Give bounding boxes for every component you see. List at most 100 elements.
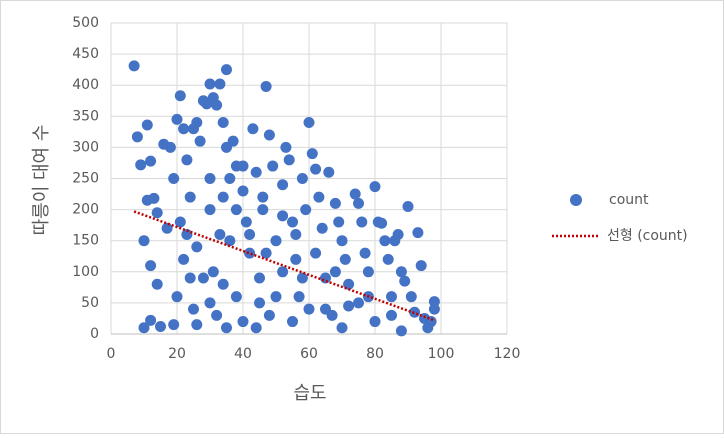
- point: [329, 197, 341, 209]
- point: [382, 253, 394, 265]
- point: [270, 291, 282, 303]
- point: [191, 241, 203, 253]
- y-axis-label: 따릉이 대여 수: [31, 125, 52, 236]
- x-tick-label: 40: [234, 346, 252, 362]
- point: [320, 272, 331, 284]
- point: [277, 179, 289, 191]
- legend-label: count: [609, 192, 649, 208]
- point: [386, 309, 397, 321]
- point: [217, 278, 229, 290]
- point: [412, 227, 424, 239]
- x-tick-label: 0: [107, 346, 116, 362]
- point: [277, 210, 289, 222]
- point: [204, 78, 216, 90]
- point: [227, 135, 239, 147]
- point: [217, 117, 229, 129]
- point: [280, 141, 292, 153]
- point: [148, 192, 160, 204]
- point: [405, 291, 417, 303]
- legend-label: 선형 (count): [607, 228, 688, 244]
- point: [353, 197, 364, 209]
- point: [181, 154, 193, 166]
- point: [237, 185, 249, 197]
- point: [224, 173, 236, 184]
- point: [145, 260, 157, 272]
- point: [131, 131, 143, 143]
- point: [395, 325, 407, 337]
- point: [181, 228, 193, 240]
- legend-marker: [570, 194, 582, 206]
- point: [168, 319, 180, 331]
- point: [283, 154, 295, 166]
- point: [224, 235, 236, 247]
- point: [145, 155, 157, 167]
- point: [257, 204, 269, 216]
- point: [128, 60, 140, 72]
- point: [151, 278, 163, 290]
- y-tick-label: 250: [72, 171, 99, 187]
- point: [221, 322, 232, 334]
- y-tick-label: 350: [72, 108, 99, 124]
- x-axis-label: 습도: [293, 383, 326, 404]
- point: [316, 222, 328, 234]
- x-tick-label: 60: [300, 346, 318, 362]
- point: [184, 191, 196, 203]
- point: [135, 159, 147, 171]
- y-tick-label: 50: [81, 295, 99, 311]
- point: [287, 316, 298, 328]
- point: [217, 191, 229, 203]
- point: [237, 160, 249, 172]
- y-tick-label: 100: [72, 264, 99, 280]
- point: [211, 99, 223, 111]
- point: [244, 228, 256, 240]
- point: [369, 181, 381, 193]
- trendline: [133, 210, 435, 322]
- point: [138, 235, 150, 247]
- point: [270, 235, 282, 247]
- point: [287, 216, 298, 228]
- point: [237, 316, 249, 328]
- point: [290, 228, 302, 240]
- point: [300, 204, 312, 216]
- point: [214, 78, 226, 90]
- point: [277, 266, 289, 278]
- x-tick-label: 80: [366, 346, 384, 362]
- point: [356, 216, 368, 228]
- point: [422, 322, 434, 334]
- point: [254, 272, 265, 284]
- point: [313, 191, 325, 203]
- point: [168, 173, 180, 184]
- x-tick-label: 100: [428, 346, 455, 362]
- point: [303, 303, 315, 315]
- point: [254, 297, 265, 309]
- point: [362, 266, 374, 278]
- point: [171, 113, 183, 125]
- point: [336, 235, 348, 247]
- point: [194, 135, 206, 147]
- y-tick-label: 400: [72, 77, 99, 93]
- point: [343, 300, 355, 312]
- x-tick-label: 20: [168, 346, 186, 362]
- point: [376, 217, 388, 229]
- point: [310, 247, 322, 259]
- point: [323, 166, 335, 178]
- point: [353, 297, 364, 309]
- point: [174, 90, 186, 102]
- point: [221, 64, 232, 76]
- point: [230, 204, 242, 216]
- point: [191, 117, 203, 129]
- point: [303, 117, 315, 129]
- point: [204, 173, 216, 184]
- point: [399, 275, 411, 287]
- point: [188, 303, 199, 315]
- y-tick-label: 150: [72, 233, 99, 249]
- point: [257, 191, 269, 203]
- x-tick-label: 120: [494, 346, 521, 362]
- point: [267, 160, 279, 172]
- point: [178, 123, 190, 135]
- point: [428, 303, 440, 315]
- point: [402, 200, 414, 212]
- point: [204, 297, 216, 309]
- point: [379, 235, 391, 247]
- point: [174, 216, 186, 228]
